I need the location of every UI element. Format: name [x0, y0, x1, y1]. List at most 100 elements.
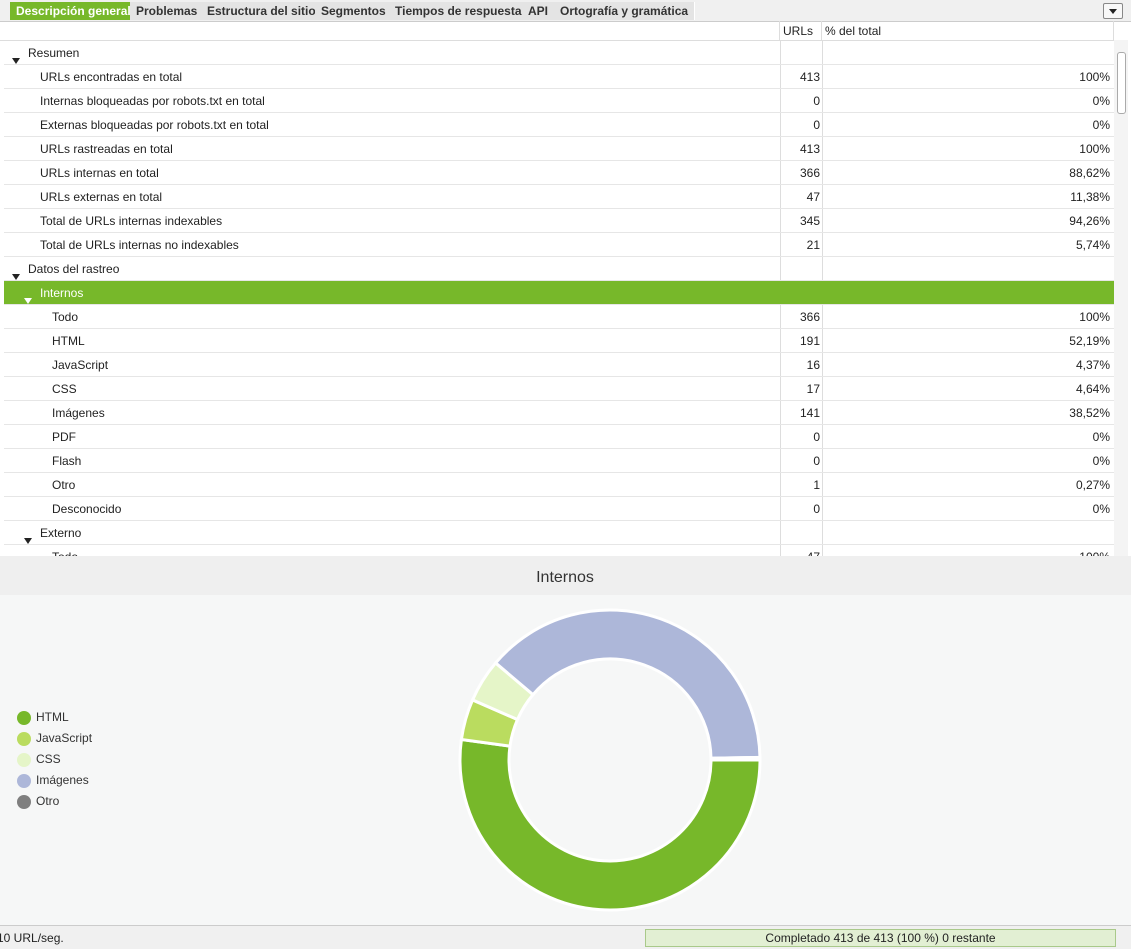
row-label: Datos del rastreo [28, 262, 120, 276]
row-label: Internos [40, 286, 84, 300]
overview-table: URLs % del total Resumen URLs encontradas… [0, 21, 1114, 556]
table-row[interactable]: PDF 0 0% [4, 425, 1114, 449]
tab[interactable]: Problemas [130, 2, 205, 20]
arrow-icon [24, 298, 32, 304]
row-label: Todo [52, 545, 78, 556]
row-label: HTML [52, 334, 85, 348]
table-row[interactable]: JavaScript 16 4,37% [4, 353, 1114, 377]
percent: 100% [1079, 310, 1110, 324]
table-row[interactable]: Todo 47 100% [4, 545, 1114, 556]
table-row[interactable]: Imágenes 141 38,52% [4, 401, 1114, 425]
status-bar: 10 URL/seg. Completado 413 de 413 (100 %… [0, 925, 1131, 949]
percent: 0% [1092, 454, 1110, 468]
arrow-icon [12, 274, 20, 280]
tab[interactable]: API [522, 2, 556, 20]
url-count: 1 [813, 478, 820, 492]
crawl-speed: 10 URL/seg. [0, 931, 64, 945]
url-count: 0 [813, 454, 820, 468]
percent: 100% [1079, 70, 1110, 84]
row-label: JavaScript [52, 358, 109, 372]
table-row[interactable]: CSS 17 4,64% [4, 377, 1114, 401]
legend-swatch [17, 795, 31, 809]
url-count: 366 [799, 310, 820, 324]
table-row[interactable]: Otro 1 0,27% [4, 473, 1114, 497]
table-row[interactable]: URLs rastreadas en total 413 100% [4, 137, 1114, 161]
legend-swatch [17, 774, 31, 788]
legend-label: HTML [36, 710, 69, 724]
row-label: Resumen [28, 46, 80, 60]
legend-swatch [17, 732, 31, 746]
chart-panel: Internos HTML JavaScript CSS Imágenes Otro [0, 556, 1131, 925]
tab[interactable]: Segmentos [315, 2, 393, 20]
url-count: 16 [806, 358, 820, 372]
percent: 4,37% [1075, 358, 1110, 372]
donut-slice [493, 608, 762, 760]
table-row[interactable]: Externas bloqueadas por robots.txt en to… [4, 113, 1114, 137]
group-row[interactable]: Datos del rastreo [4, 257, 1114, 281]
percent: 100% [1079, 545, 1110, 556]
row-label: Otro [52, 478, 76, 492]
tab[interactable]: Tiempos de respuesta [389, 2, 529, 20]
table-row[interactable]: Internas bloqueadas por robots.txt en to… [4, 89, 1114, 113]
row-label: URLs internas en total [40, 166, 159, 180]
table-row[interactable]: Flash 0 0% [4, 449, 1114, 473]
row-label: Flash [52, 454, 82, 468]
url-count: 191 [799, 334, 820, 348]
percent: 0% [1092, 118, 1110, 132]
percent: 88,62% [1069, 166, 1110, 180]
url-count: 345 [799, 214, 820, 228]
url-count: 0 [813, 118, 820, 132]
dropdown-icon [1109, 9, 1117, 14]
url-count: 141 [799, 406, 820, 420]
tab[interactable]: Ortografía y gramática [554, 2, 696, 20]
row-label: URLs encontradas en total [40, 70, 183, 84]
url-count: 47 [807, 545, 820, 556]
tab[interactable]: Estructura del sitio [201, 2, 323, 20]
header-cell[interactable]: % del total [822, 21, 1114, 41]
tab[interactable]: Descripción general [10, 2, 138, 20]
expand-arrow[interactable] [12, 265, 20, 280]
table-row[interactable]: URLs internas en total 366 88,62% [4, 161, 1114, 185]
percent: 94,26% [1069, 214, 1110, 228]
percent: 0% [1092, 94, 1110, 108]
tab-dropdown[interactable] [1103, 3, 1123, 19]
row-label: Internas bloqueadas por robots.txt en to… [40, 94, 265, 108]
scrollbar[interactable] [1114, 40, 1128, 556]
url-count: 366 [799, 166, 820, 180]
table-row[interactable]: HTML 191 52,19% [4, 329, 1114, 353]
url-count: 0 [813, 94, 820, 108]
arrow-icon [12, 58, 20, 64]
percent: 100% [1079, 142, 1110, 156]
legend-label: Imágenes [36, 773, 89, 787]
group-row[interactable]: Internos [4, 281, 1114, 305]
table-row[interactable]: URLs encontradas en total 413 100% [4, 65, 1114, 89]
header-cell[interactable]: URLs [780, 21, 822, 41]
scroll-thumb[interactable] [1117, 52, 1126, 114]
table-row[interactable]: Total de URLs internas indexables 345 94,2… [4, 209, 1114, 233]
table-row[interactable]: Todo 366 100% [4, 305, 1114, 329]
group-row[interactable]: Externo [4, 521, 1114, 545]
percent: 4,64% [1075, 382, 1110, 396]
percent: 38,52% [1069, 406, 1110, 420]
legend-swatch [17, 753, 31, 767]
expand-arrow[interactable] [12, 49, 20, 64]
url-count: 47 [806, 190, 820, 204]
table-row[interactable]: Desconocido 0 0% [4, 497, 1114, 521]
row-label: PDF [52, 430, 76, 444]
row-label: Imágenes [52, 406, 105, 420]
row-label: Externas bloqueadas por robots.txt en to… [40, 118, 269, 132]
chart: Internos HTML JavaScript CSS Imágenes Otro [0, 556, 1131, 912]
table-row[interactable]: URLs externas en total 47 11,38% [4, 185, 1114, 209]
row-label: Todo [52, 310, 79, 324]
expand-arrow[interactable] [24, 529, 32, 544]
chart-title: Internos [536, 569, 594, 586]
expand-arrow[interactable] [24, 289, 32, 304]
url-count: 0 [813, 430, 820, 444]
legend-label: Otro [36, 794, 60, 808]
url-count: 413 [799, 142, 820, 156]
group-row[interactable]: Resumen [4, 41, 1114, 65]
table-row[interactable]: Total de URLs internas no indexables 21 5,… [4, 233, 1114, 257]
url-count: 413 [799, 70, 820, 84]
url-count: 0 [813, 502, 820, 516]
